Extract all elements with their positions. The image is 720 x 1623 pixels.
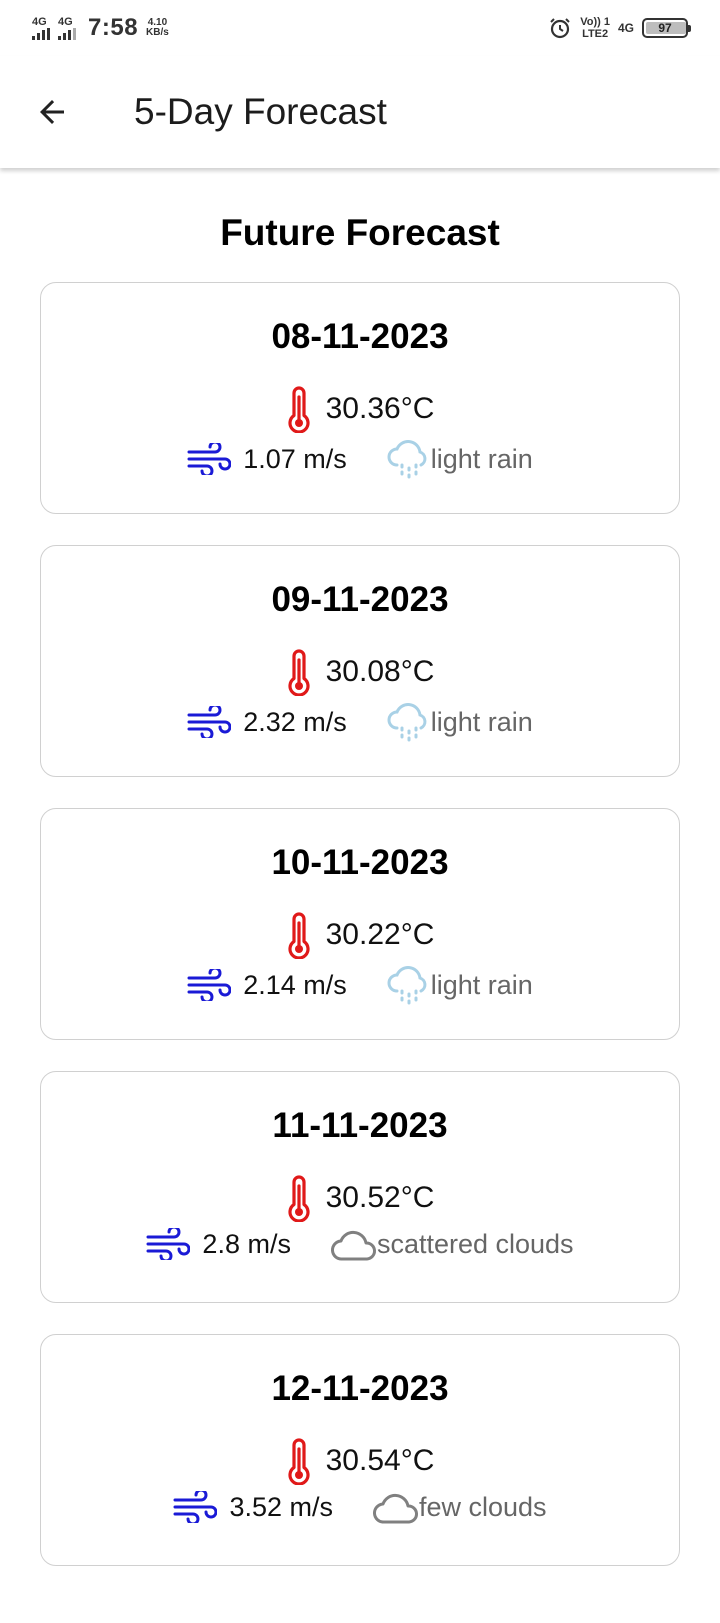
signal-1: 4G	[32, 15, 50, 40]
temperature-value: 30.22°C	[325, 918, 435, 951]
temperature-row: 30.52°C	[41, 1174, 679, 1222]
forecast-date: 12-11-2023	[271, 1369, 449, 1408]
forecast-date: 09-11-2023	[271, 580, 449, 619]
weather-info: light rain	[385, 698, 533, 746]
forecast-date: 08-11-2023	[271, 317, 449, 356]
wind-info: 2.8 m/s	[146, 1228, 291, 1260]
temperature-value: 30.36°C	[325, 392, 435, 425]
signal-bars-2-icon	[58, 27, 76, 40]
temperature-row: 30.54°C	[41, 1437, 679, 1485]
wind-speed: 3.52 m/s	[229, 1491, 333, 1522]
forecast-date: 10-11-2023	[271, 843, 449, 882]
arrow-left-icon	[34, 94, 70, 130]
network-type-3: 4G	[617, 21, 634, 35]
forecast-list: 08-11-2023 30.36°C 1.07 m/s light rain 0…	[40, 282, 680, 1597]
wind-speed: 1.07 m/s	[243, 443, 347, 474]
wind-info: 2.32 m/s	[187, 706, 347, 738]
thermometer-icon	[286, 648, 312, 696]
forecast-date: 11-11-2023	[272, 1106, 448, 1145]
wind-info: 1.07 m/s	[187, 443, 347, 475]
forecast-card-5: 12-11-2023 30.54°C 3.52 m/s few clouds	[40, 1334, 680, 1566]
weather-info: scattered clouds	[329, 1224, 574, 1264]
app-bar: 5-Day Forecast	[0, 56, 720, 168]
details-row: 2.14 m/s light rain	[41, 961, 679, 1009]
volte-indicator: Vo)) 1 LTE2	[580, 16, 610, 40]
section-title: Future Forecast	[220, 212, 500, 253]
wind-info: 2.14 m/s	[187, 969, 347, 1001]
wind-speed: 2.32 m/s	[243, 706, 347, 737]
forecast-card-2: 09-11-2023 30.08°C 2.32 m/s light rain	[40, 545, 680, 777]
signal-2: 4G	[58, 15, 76, 40]
thermometer-icon	[286, 911, 312, 959]
temperature-value: 30.52°C	[325, 1181, 435, 1214]
temperature-row: 30.22°C	[41, 911, 679, 959]
temperature-row: 30.08°C	[41, 648, 679, 696]
thermometer-icon	[286, 385, 312, 433]
details-row: 3.52 m/s few clouds	[41, 1487, 679, 1527]
forecast-card-4: 11-11-2023 30.52°C 2.8 m/s scattered clo…	[40, 1071, 680, 1303]
weather-description: scattered clouds	[376, 1228, 574, 1259]
weather-description: light rain	[430, 706, 533, 737]
details-row: 1.07 m/s light rain	[41, 435, 679, 483]
status-bar-right: Vo)) 1 LTE2 4G 97	[548, 16, 691, 40]
temperature-value: 30.08°C	[325, 655, 435, 688]
wind-icon	[187, 969, 232, 1001]
status-bar: 4G 4G 7:58 4.10 KB/s Vo)) 1 LTE2 4G 97	[0, 0, 720, 56]
rain-cloud-icon	[385, 435, 433, 483]
back-button[interactable]	[24, 84, 80, 140]
weather-description: few clouds	[418, 1491, 547, 1522]
temperature-row: 30.36°C	[41, 385, 679, 433]
battery-icon: 97	[642, 18, 691, 38]
cloud-icon	[371, 1487, 421, 1527]
forecast-card-3: 10-11-2023 30.22°C 2.14 m/s light rain	[40, 808, 680, 1040]
wind-info: 3.52 m/s	[173, 1491, 333, 1523]
wind-icon	[146, 1228, 191, 1260]
weather-info: light rain	[385, 961, 533, 1009]
thermometer-icon	[286, 1174, 312, 1222]
wind-speed: 2.8 m/s	[202, 1228, 291, 1259]
cloud-icon	[329, 1224, 379, 1264]
weather-info: few clouds	[371, 1487, 547, 1527]
wind-icon	[173, 1491, 218, 1523]
wind-icon	[187, 706, 232, 738]
rain-cloud-icon	[385, 698, 433, 746]
network-type-2: 4G	[58, 15, 73, 28]
details-row: 2.8 m/s scattered clouds	[41, 1224, 679, 1264]
network-speed: 4.10 KB/s	[146, 16, 169, 39]
wind-speed: 2.14 m/s	[243, 969, 347, 1000]
page-title: 5-Day Forecast	[134, 91, 387, 132]
signal-bars-1-icon	[32, 27, 50, 40]
weather-description: light rain	[430, 443, 533, 474]
wind-icon	[187, 443, 232, 475]
speed-value: 4.10	[147, 16, 168, 28]
details-row: 2.32 m/s light rain	[41, 698, 679, 746]
weather-description: light rain	[430, 969, 533, 1000]
network-type-1: 4G	[32, 15, 47, 28]
temperature-value: 30.54°C	[325, 1444, 435, 1477]
status-bar-left: 4G 4G 7:58 4.10 KB/s	[32, 14, 169, 42]
battery-level: 97	[658, 21, 672, 35]
clock: 7:58	[88, 14, 139, 41]
volte-top: Vo)) 1	[580, 15, 610, 28]
forecast-card-1: 08-11-2023 30.36°C 1.07 m/s light rain	[40, 282, 680, 514]
volte-bottom: LTE2	[582, 28, 609, 40]
thermometer-icon	[286, 1437, 312, 1485]
weather-info: light rain	[385, 435, 533, 483]
rain-cloud-icon	[385, 961, 433, 1009]
speed-unit: KB/s	[146, 27, 169, 38]
alarm-clock-icon	[548, 16, 572, 40]
